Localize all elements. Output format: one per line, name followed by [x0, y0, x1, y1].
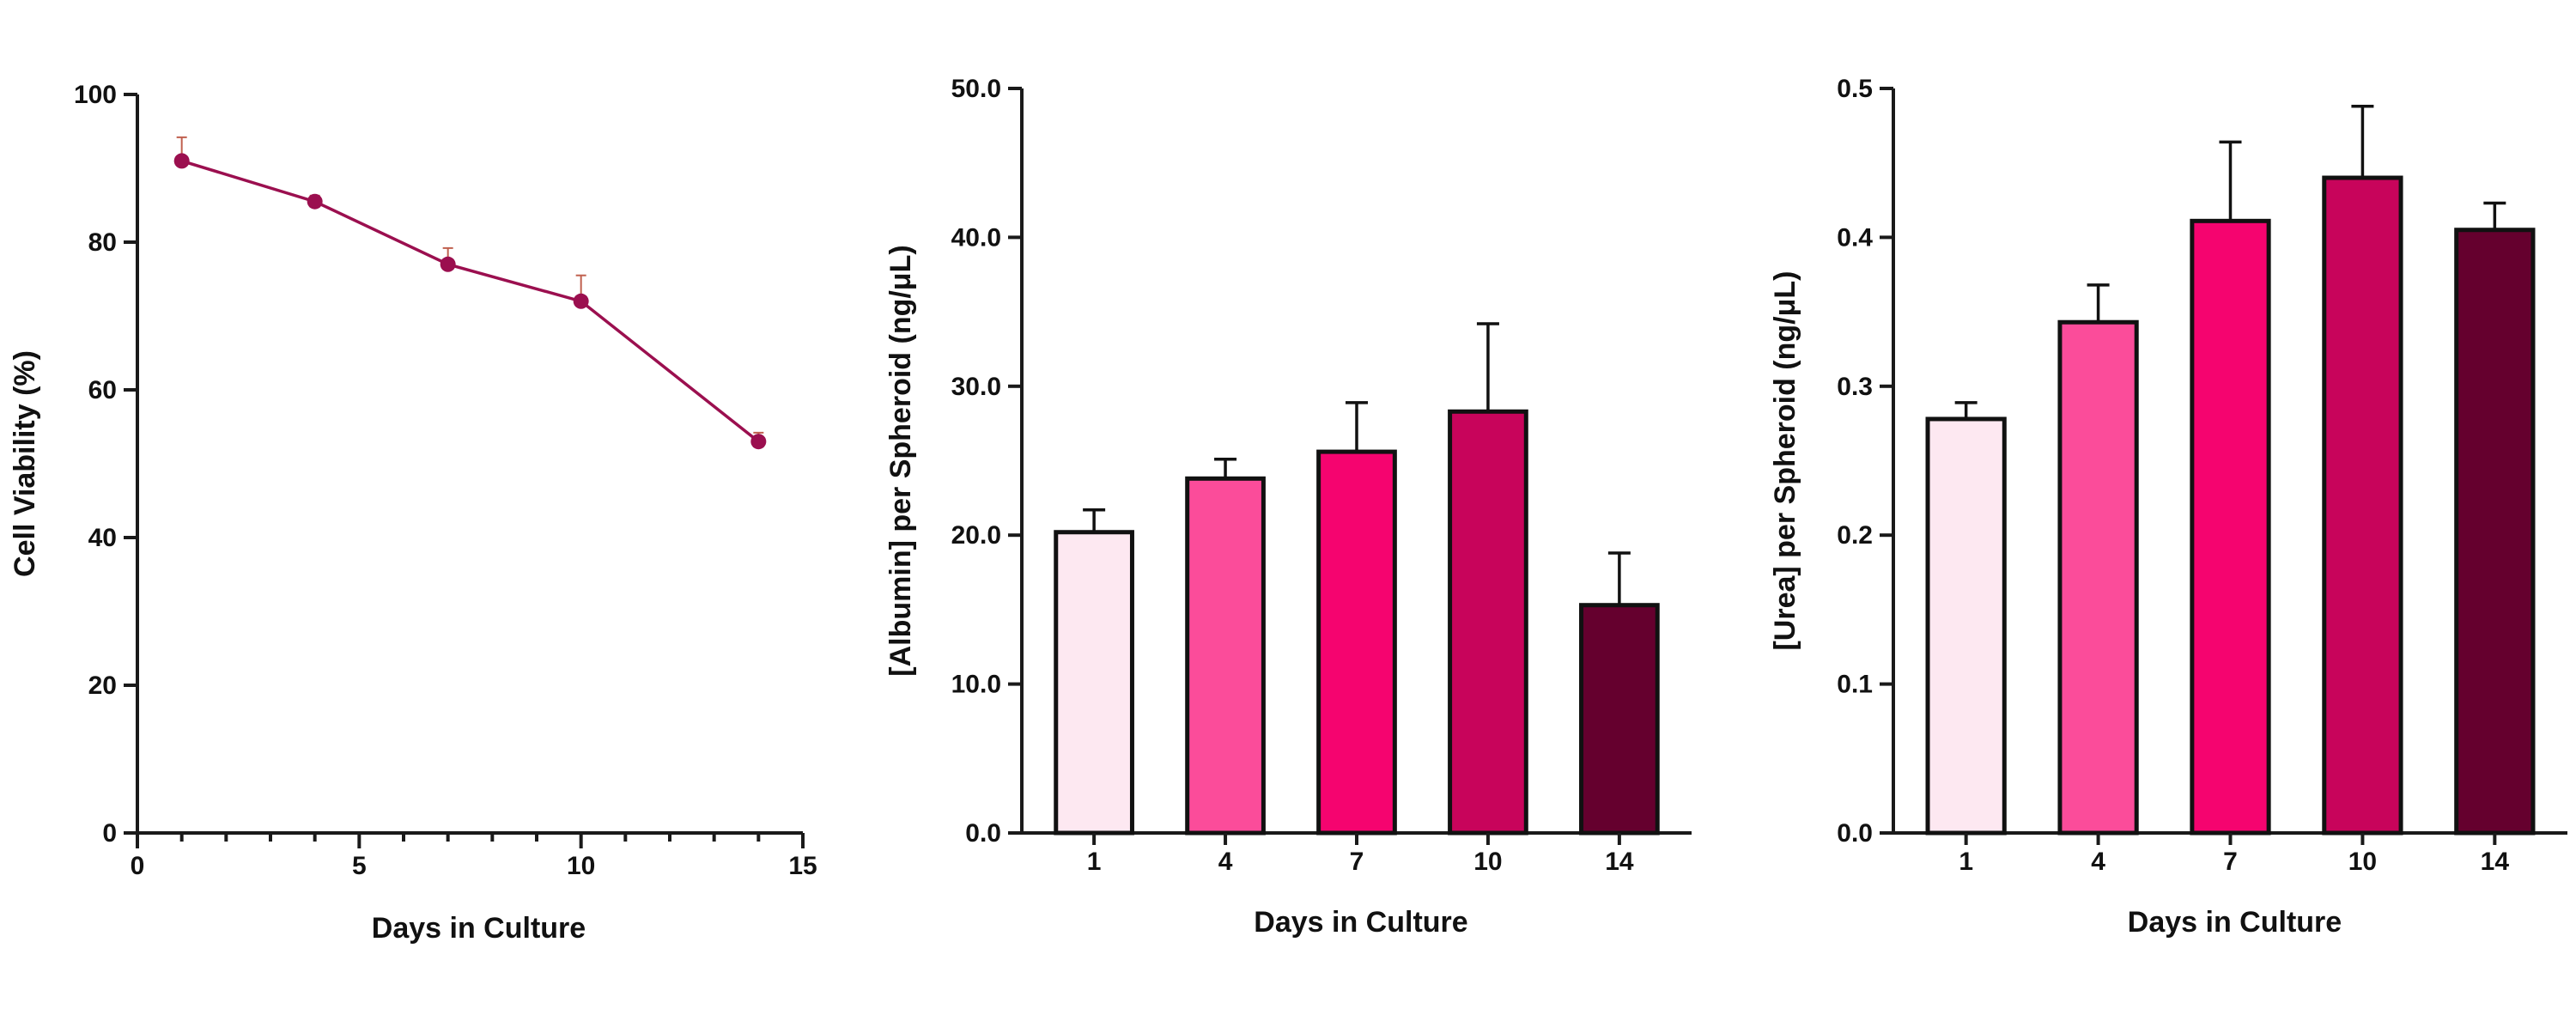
bar	[1448, 409, 1528, 836]
data-point	[440, 256, 456, 272]
x-tick-label: 1	[1087, 848, 1102, 876]
y-tick-label: 0.2	[1837, 521, 1873, 550]
y-tick-label: 60	[88, 376, 117, 404]
bar	[2057, 319, 2139, 836]
y-tick-label: 30.0	[951, 373, 1001, 401]
bar	[1579, 603, 1660, 836]
x-tick-label: 10	[1473, 848, 1502, 876]
y-tick-label: 40.0	[951, 223, 1001, 252]
x-axis-title: Days in Culture	[1254, 906, 1467, 939]
x-axis-title: Days in Culture	[2128, 906, 2342, 939]
data-point	[573, 293, 589, 309]
y-tick-label: 0	[102, 819, 117, 848]
x-tick-label: 10	[2348, 848, 2377, 876]
x-tick-label: 1	[1959, 848, 1973, 876]
x-tick-label: 14	[1605, 848, 1634, 876]
y-tick-label: 10.0	[951, 671, 1001, 699]
x-tick-label: 7	[1350, 848, 1364, 876]
x-tick-label: 7	[2223, 848, 2238, 876]
series-line	[181, 159, 760, 443]
y-tick-label: 50.0	[951, 75, 1001, 103]
y-axis-title: [Urea] per Spheroid (ng/μL)	[1769, 270, 1801, 650]
bar	[1054, 530, 1134, 836]
x-tick-label: 5	[352, 852, 367, 880]
y-tick-label: 0.4	[1837, 223, 1873, 252]
y-tick-label: 80	[88, 228, 117, 257]
y-tick-label: 20	[88, 672, 117, 700]
albumin-bar-chart: 0.0 10.0 20.0 30.0 40.0 50.0 [Albumin] per Sph…	[884, 75, 1692, 939]
bar	[1925, 416, 2007, 836]
x-tick-label: 15	[788, 852, 817, 880]
y-tick-label: 40	[88, 524, 117, 552]
y-tick-label: 20.0	[951, 521, 1001, 550]
y-tick-label: 0.5	[1837, 75, 1873, 103]
data-point	[750, 434, 767, 450]
y-tick-label: 0.0	[1837, 819, 1873, 848]
x-tick-label: 4	[1218, 848, 1233, 876]
x-axis-title: Days in Culture	[372, 912, 586, 945]
urea-bar-chart: 0.0 0.1 0.2 0.3 0.4 0.5 [Urea] per Spheroid (n…	[1769, 75, 2567, 939]
x-tick-label: 10	[567, 852, 595, 880]
x-tick-label: 14	[2481, 848, 2510, 876]
bar	[1185, 476, 1266, 836]
y-tick-label: 0.3	[1837, 373, 1873, 401]
bar	[2454, 228, 2536, 836]
data-point	[173, 153, 190, 169]
y-axis-title: Cell Viability (%)	[9, 350, 41, 577]
bar	[2190, 218, 2271, 836]
y-axis-title: [Albumin] per Spheroid (ng/μL)	[884, 245, 917, 676]
bar	[1316, 449, 1397, 836]
bar	[2322, 175, 2403, 836]
y-tick-label: 0.1	[1837, 671, 1873, 699]
data-point	[307, 193, 323, 210]
y-tick-label: 0.0	[965, 819, 1001, 848]
x-tick-label: 4	[2091, 848, 2105, 876]
x-tick-label: 0	[131, 852, 145, 880]
y-tick-label: 100	[74, 81, 117, 109]
viability-line-chart: 0 20 40 60 80 100 Cell Viability (%) 0 5 10 15 Days…	[9, 81, 817, 945]
